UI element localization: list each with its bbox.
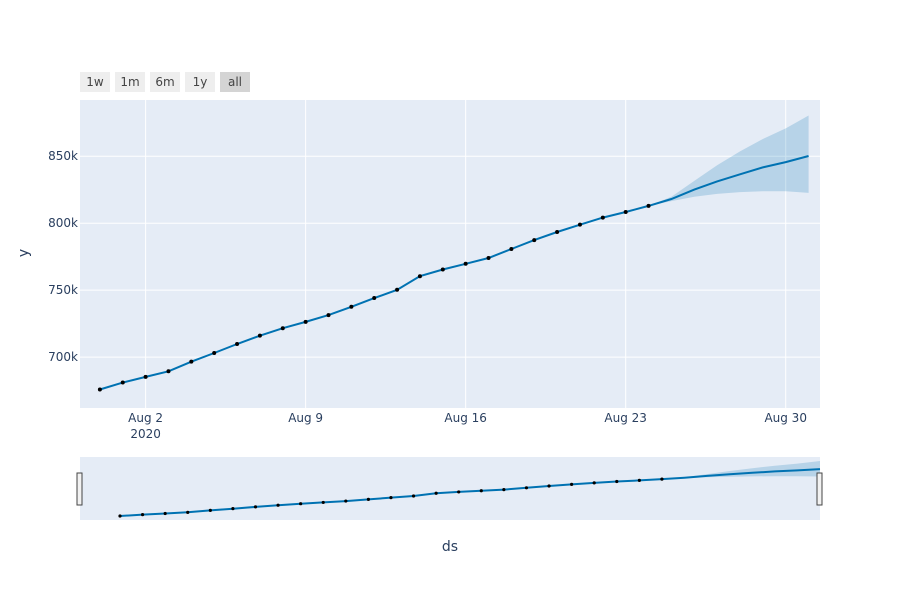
range-button-1y[interactable]: 1y [185, 72, 215, 92]
x-axis-ticks: Aug 2 2020 Aug 9 Aug 16 Aug 23 Aug 30 [128, 411, 807, 441]
data-point[interactable] [189, 360, 193, 364]
rangeslider-point [412, 494, 415, 497]
rangeslider-point [570, 483, 573, 486]
rangeslider-point [276, 504, 279, 507]
rangeslider-point [457, 490, 460, 493]
rangeslider-point [615, 480, 618, 483]
data-point[interactable] [418, 274, 422, 278]
rangeslider-point [525, 486, 528, 489]
data-point[interactable] [555, 230, 559, 234]
range-selector: 1w 1m 6m 1y all [80, 72, 250, 92]
range-button-label: 6m [155, 75, 174, 89]
data-point[interactable] [121, 381, 125, 385]
rangeslider-point [186, 511, 189, 514]
data-point[interactable] [647, 204, 651, 208]
data-point[interactable] [235, 342, 239, 346]
rangeslider-left-handle[interactable] [77, 473, 82, 505]
data-point[interactable] [509, 247, 513, 251]
data-point[interactable] [578, 223, 582, 227]
data-point[interactable] [281, 326, 285, 330]
data-point[interactable] [372, 296, 376, 300]
data-point[interactable] [258, 334, 262, 338]
data-point[interactable] [601, 216, 605, 220]
data-point[interactable] [212, 351, 216, 355]
data-point[interactable] [624, 210, 628, 214]
rangeslider-point [209, 509, 212, 512]
range-button-all[interactable]: all [220, 72, 250, 92]
data-point[interactable] [441, 268, 445, 272]
data-point[interactable] [326, 313, 330, 317]
rangeslider-point [547, 484, 550, 487]
range-button-label: 1w [86, 75, 104, 89]
rangeslider-point [231, 507, 234, 510]
x-tick-label: Aug 2 [128, 411, 163, 425]
data-point[interactable] [532, 238, 536, 242]
range-button-label: 1y [193, 75, 208, 89]
data-point[interactable] [487, 256, 491, 260]
data-point[interactable] [98, 388, 102, 392]
rangeslider-point [638, 479, 641, 482]
x-tick-label: Aug 30 [764, 411, 807, 425]
x-tick-label: Aug 16 [444, 411, 487, 425]
range-button-label: all [228, 75, 242, 89]
rangeslider-point [435, 492, 438, 495]
data-point[interactable] [349, 305, 353, 309]
range-button-1w[interactable]: 1w [80, 72, 110, 92]
rangeslider-point [367, 498, 370, 501]
y-axis-title: y [16, 249, 32, 257]
rangeslider-point [164, 512, 167, 515]
rangeslider-point [254, 505, 257, 508]
range-button-6m[interactable]: 6m [150, 72, 180, 92]
range-button-1m[interactable]: 1m [115, 72, 145, 92]
x-tick-label: Aug 9 [288, 411, 323, 425]
data-point[interactable] [395, 288, 399, 292]
y-tick-label: 750k [48, 283, 78, 297]
data-point[interactable] [144, 375, 148, 379]
rangeslider-point [593, 481, 596, 484]
x-axis-title: ds [442, 539, 458, 555]
data-point[interactable] [166, 369, 170, 373]
rangeslider-right-handle[interactable] [817, 473, 822, 505]
x-tick-label: Aug 23 [604, 411, 647, 425]
rangeslider-point [141, 513, 144, 516]
rangeslider-point [389, 496, 392, 499]
rangeslider-point [344, 499, 347, 502]
y-tick-label: 850k [48, 149, 78, 163]
rangeslider-point [502, 488, 505, 491]
x-tick-sublabel: 2020 [130, 427, 161, 441]
rangeslider-point [660, 478, 663, 481]
rangeslider-point [118, 514, 121, 517]
data-point[interactable] [464, 262, 468, 266]
rangeslider-point [480, 489, 483, 492]
y-tick-label: 700k [48, 350, 78, 364]
range-button-label: 1m [120, 75, 139, 89]
data-point[interactable] [304, 320, 308, 324]
rangeslider-point [299, 502, 302, 505]
y-axis-ticks: 700k 750k 800k 850k [48, 149, 78, 364]
rangeslider-point [322, 501, 325, 504]
rangeslider-area[interactable] [80, 457, 820, 520]
y-tick-label: 800k [48, 216, 78, 230]
